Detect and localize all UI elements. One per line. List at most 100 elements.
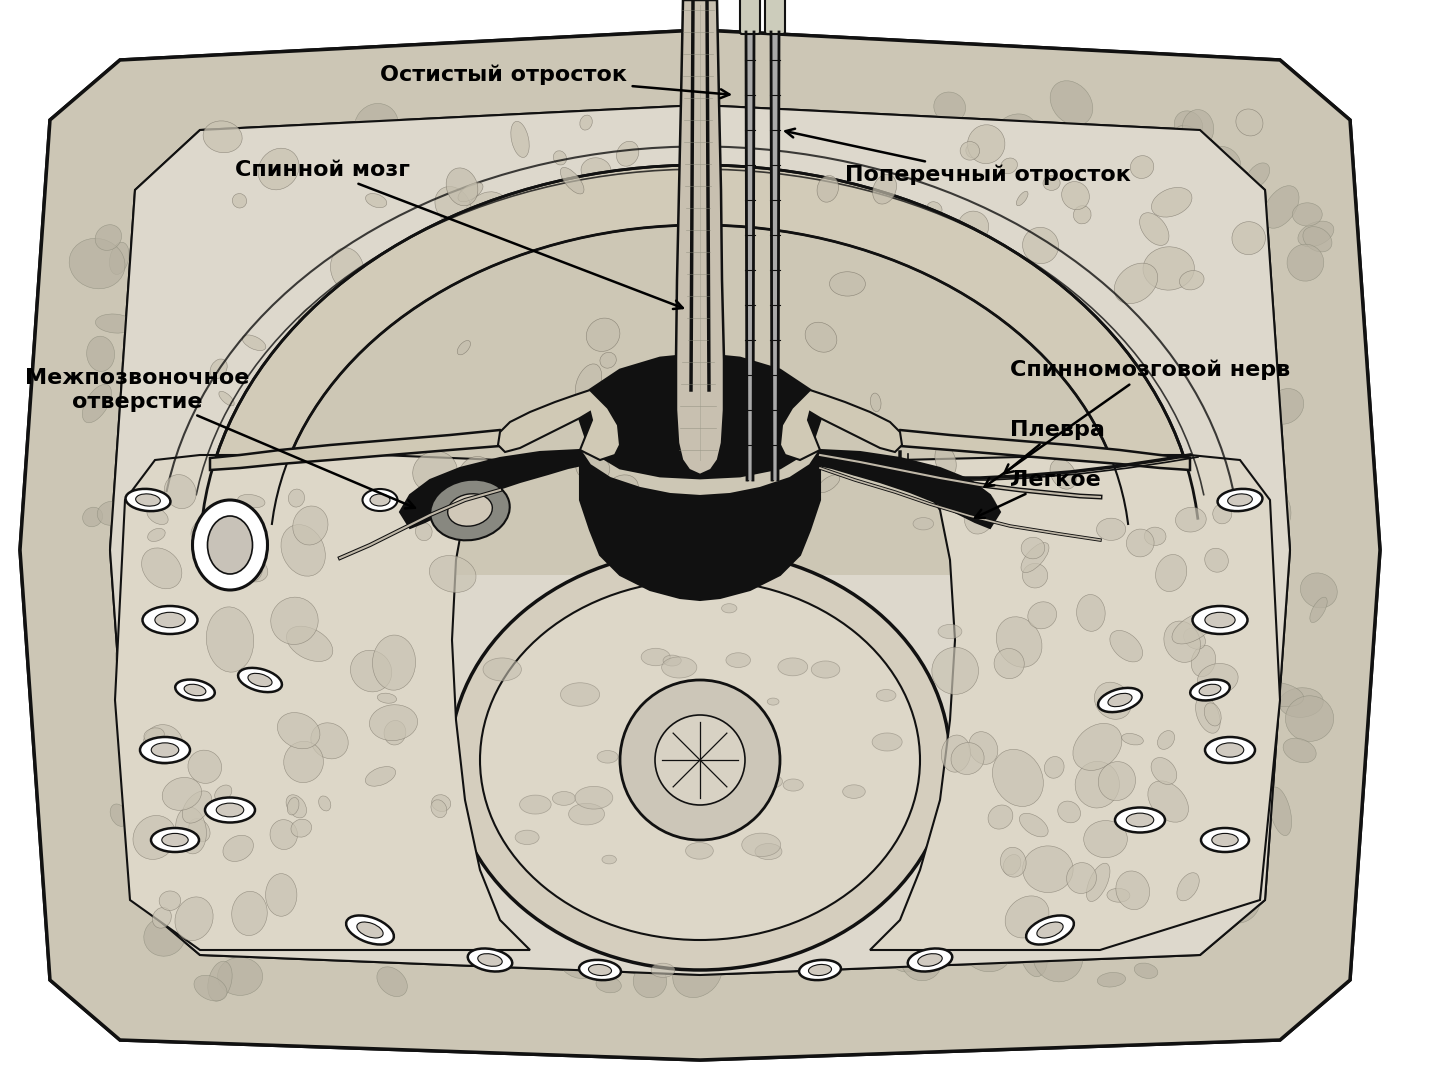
Ellipse shape (727, 724, 757, 741)
Ellipse shape (286, 901, 309, 921)
Ellipse shape (438, 149, 483, 196)
Ellipse shape (1046, 807, 1079, 841)
Ellipse shape (568, 803, 604, 825)
Ellipse shape (152, 907, 172, 928)
Ellipse shape (741, 833, 780, 856)
Ellipse shape (198, 677, 244, 716)
Ellipse shape (256, 765, 305, 816)
Ellipse shape (298, 306, 335, 343)
Ellipse shape (848, 200, 896, 244)
Ellipse shape (149, 522, 171, 545)
Ellipse shape (249, 674, 272, 687)
Ellipse shape (959, 141, 980, 161)
Ellipse shape (1097, 519, 1126, 540)
Ellipse shape (223, 855, 241, 873)
Ellipse shape (1292, 203, 1322, 226)
Ellipse shape (1062, 181, 1090, 209)
Ellipse shape (1107, 889, 1130, 903)
Ellipse shape (1087, 864, 1110, 902)
Ellipse shape (165, 845, 185, 867)
Ellipse shape (244, 179, 266, 215)
Ellipse shape (140, 737, 189, 763)
Ellipse shape (553, 916, 608, 979)
Ellipse shape (457, 457, 497, 502)
Ellipse shape (1237, 393, 1260, 417)
Ellipse shape (1043, 176, 1061, 190)
Ellipse shape (238, 668, 282, 692)
Ellipse shape (465, 179, 481, 194)
Ellipse shape (133, 332, 155, 347)
Ellipse shape (140, 587, 176, 622)
Ellipse shape (215, 509, 251, 528)
Ellipse shape (126, 489, 171, 511)
Ellipse shape (82, 507, 103, 527)
Ellipse shape (82, 384, 111, 423)
Ellipse shape (1175, 111, 1202, 140)
Ellipse shape (199, 169, 217, 186)
Ellipse shape (144, 728, 165, 743)
Ellipse shape (494, 200, 506, 212)
Ellipse shape (188, 750, 221, 783)
Ellipse shape (179, 646, 225, 693)
Ellipse shape (1238, 485, 1290, 540)
Ellipse shape (1100, 547, 1120, 565)
Ellipse shape (322, 137, 355, 169)
Ellipse shape (600, 353, 617, 368)
Ellipse shape (165, 474, 197, 509)
Ellipse shape (639, 535, 655, 545)
Ellipse shape (156, 512, 191, 538)
Ellipse shape (1172, 612, 1214, 644)
Ellipse shape (777, 658, 808, 676)
Ellipse shape (182, 552, 207, 575)
Ellipse shape (246, 574, 266, 595)
Ellipse shape (153, 481, 199, 525)
Ellipse shape (1058, 769, 1077, 793)
Ellipse shape (1160, 640, 1195, 669)
Ellipse shape (520, 795, 551, 814)
Ellipse shape (873, 175, 896, 204)
Ellipse shape (996, 560, 1025, 588)
Ellipse shape (266, 873, 296, 916)
Ellipse shape (159, 891, 181, 910)
Ellipse shape (223, 835, 253, 861)
Ellipse shape (721, 603, 737, 613)
Ellipse shape (144, 503, 181, 521)
Ellipse shape (1030, 833, 1051, 854)
Ellipse shape (97, 501, 126, 525)
Ellipse shape (204, 120, 243, 153)
Ellipse shape (208, 961, 233, 1001)
Ellipse shape (178, 850, 214, 884)
Ellipse shape (1218, 547, 1244, 584)
Ellipse shape (1182, 110, 1214, 148)
Ellipse shape (371, 283, 418, 327)
Ellipse shape (984, 612, 1026, 653)
Ellipse shape (1023, 563, 1048, 588)
Ellipse shape (617, 141, 639, 166)
Ellipse shape (876, 689, 896, 701)
Ellipse shape (907, 948, 952, 971)
Ellipse shape (1077, 595, 1105, 631)
Ellipse shape (211, 573, 238, 603)
Ellipse shape (205, 797, 254, 822)
Ellipse shape (162, 778, 202, 810)
Ellipse shape (725, 774, 754, 791)
Ellipse shape (1127, 529, 1155, 557)
Ellipse shape (478, 954, 503, 967)
Ellipse shape (185, 620, 214, 649)
Ellipse shape (1217, 743, 1244, 757)
Text: Поперечный отросток: Поперечный отросток (786, 129, 1131, 186)
Ellipse shape (233, 193, 247, 208)
Ellipse shape (964, 493, 997, 534)
Ellipse shape (1205, 548, 1228, 572)
Ellipse shape (1098, 762, 1136, 801)
Polygon shape (870, 455, 1280, 950)
Ellipse shape (1085, 675, 1114, 711)
Polygon shape (747, 31, 753, 480)
Ellipse shape (1240, 597, 1273, 647)
Ellipse shape (1175, 508, 1207, 532)
Ellipse shape (561, 682, 600, 706)
Ellipse shape (218, 392, 234, 406)
Ellipse shape (218, 957, 263, 995)
Ellipse shape (1134, 963, 1157, 979)
Ellipse shape (1191, 646, 1215, 677)
